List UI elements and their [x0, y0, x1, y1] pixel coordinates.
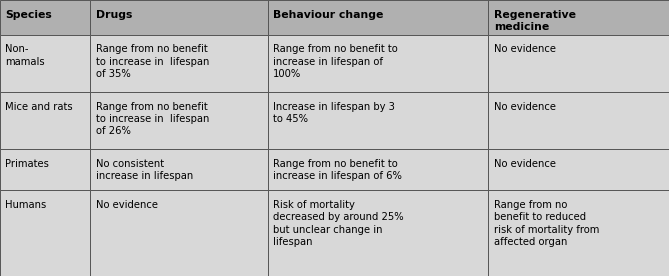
Bar: [488, 149, 669, 190]
Bar: [90, 190, 268, 276]
Text: No consistent
increase in lifespan: No consistent increase in lifespan: [96, 159, 193, 181]
Text: Range from no
benefit to reduced
risk of mortality from
affected organ: Range from no benefit to reduced risk of…: [494, 200, 599, 247]
Bar: [488, 0, 669, 35]
Bar: [268, 190, 488, 276]
Text: Risk of mortality
decreased by around 25%
but unclear change in
lifespan: Risk of mortality decreased by around 25…: [273, 200, 403, 247]
Text: Range from no benefit to
increase in lifespan of
100%: Range from no benefit to increase in lif…: [273, 44, 397, 79]
Text: Range from no benefit to
increase in lifespan of 6%: Range from no benefit to increase in lif…: [273, 159, 402, 181]
Bar: [0, 190, 90, 276]
Text: No evidence: No evidence: [494, 159, 556, 169]
Bar: [268, 0, 488, 35]
Text: Mice and rats: Mice and rats: [5, 102, 73, 112]
Text: Range from no benefit
to increase in  lifespan
of 35%: Range from no benefit to increase in lif…: [96, 44, 209, 79]
Bar: [0, 149, 90, 190]
Text: Increase in lifespan by 3
to 45%: Increase in lifespan by 3 to 45%: [273, 102, 395, 124]
Text: Humans: Humans: [5, 200, 47, 210]
Text: Drugs: Drugs: [96, 10, 132, 20]
Bar: [90, 149, 268, 190]
Bar: [0, 35, 90, 92]
Bar: [268, 92, 488, 149]
Bar: [268, 35, 488, 92]
Bar: [0, 92, 90, 149]
Text: Range from no benefit
to increase in  lifespan
of 26%: Range from no benefit to increase in lif…: [96, 102, 209, 136]
Bar: [90, 0, 268, 35]
Bar: [0, 0, 90, 35]
Text: Primates: Primates: [5, 159, 50, 169]
Text: Behaviour change: Behaviour change: [273, 10, 383, 20]
Text: Non-
mamals: Non- mamals: [5, 44, 45, 67]
Text: Species: Species: [5, 10, 52, 20]
Bar: [268, 149, 488, 190]
Text: No evidence: No evidence: [96, 200, 158, 210]
Bar: [488, 190, 669, 276]
Text: Regenerative
medicine: Regenerative medicine: [494, 10, 576, 32]
Text: No evidence: No evidence: [494, 102, 556, 112]
Bar: [90, 35, 268, 92]
Bar: [488, 92, 669, 149]
Bar: [488, 35, 669, 92]
Bar: [90, 92, 268, 149]
Text: No evidence: No evidence: [494, 44, 556, 54]
